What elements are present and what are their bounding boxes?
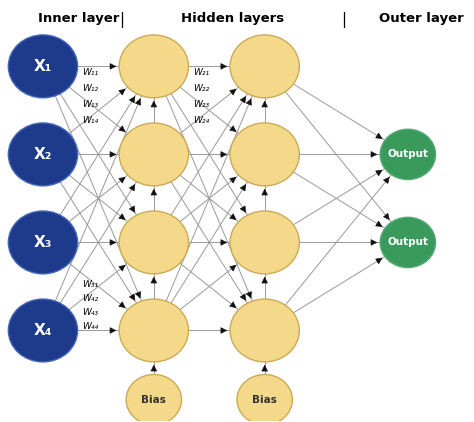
- Circle shape: [9, 299, 78, 362]
- Text: W₁₂: W₁₂: [82, 84, 98, 93]
- Text: Bias: Bias: [141, 395, 166, 405]
- Circle shape: [230, 35, 299, 98]
- Circle shape: [230, 211, 299, 274]
- Circle shape: [119, 35, 189, 98]
- Text: X₂: X₂: [34, 147, 52, 162]
- Text: Hidden layers: Hidden layers: [181, 12, 284, 25]
- Text: W₁₁: W₁₁: [82, 68, 98, 78]
- Text: Bias: Bias: [252, 395, 277, 405]
- Circle shape: [230, 123, 299, 186]
- Circle shape: [119, 211, 189, 274]
- Text: X₁: X₁: [34, 59, 52, 74]
- Circle shape: [237, 374, 292, 422]
- Text: W₁₃: W₁₃: [82, 100, 98, 109]
- Text: W₂₂: W₂₂: [193, 84, 209, 93]
- Text: |: |: [119, 12, 124, 28]
- Circle shape: [119, 299, 189, 362]
- Text: Output: Output: [387, 238, 428, 247]
- Text: Outer layer: Outer layer: [379, 12, 464, 25]
- Circle shape: [9, 35, 78, 98]
- Text: W₄₄: W₄₄: [82, 322, 98, 331]
- Circle shape: [9, 211, 78, 274]
- Text: W₂₃: W₂₃: [193, 100, 209, 109]
- Text: W₁₄: W₁₄: [82, 116, 98, 125]
- Circle shape: [126, 374, 182, 422]
- Text: X₄: X₄: [34, 323, 52, 338]
- Circle shape: [380, 129, 436, 179]
- Circle shape: [9, 123, 78, 186]
- Text: W₄₂: W₄₂: [82, 294, 98, 303]
- Circle shape: [230, 299, 299, 362]
- Text: W₂₁: W₂₁: [193, 68, 209, 78]
- Text: W₄₃: W₄₃: [82, 308, 98, 317]
- Text: W₂₄: W₂₄: [193, 116, 209, 125]
- Text: Output: Output: [387, 149, 428, 160]
- Text: Inner layer: Inner layer: [38, 12, 120, 25]
- Circle shape: [380, 217, 436, 268]
- Circle shape: [119, 123, 189, 186]
- Text: |: |: [341, 12, 346, 28]
- Text: X₃: X₃: [34, 235, 52, 250]
- Text: W₃₁: W₃₁: [82, 280, 98, 289]
